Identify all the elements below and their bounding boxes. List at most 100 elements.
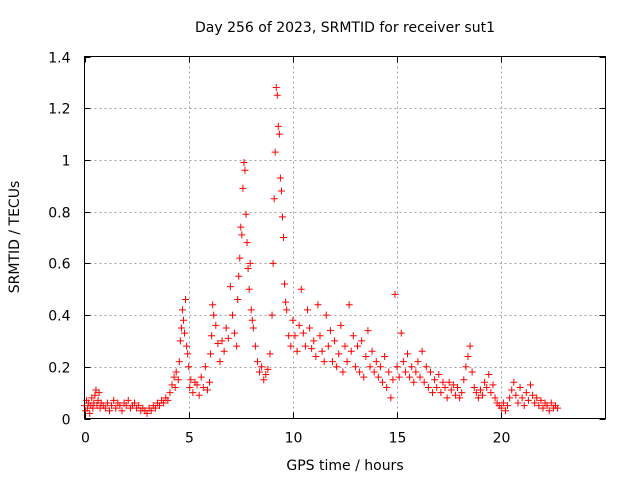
data-point xyxy=(481,378,489,386)
data-point xyxy=(187,376,195,384)
data-point xyxy=(435,371,443,379)
data-point xyxy=(328,358,336,366)
data-point xyxy=(366,363,374,371)
data-point xyxy=(175,358,183,366)
data-point xyxy=(479,391,487,399)
data-point xyxy=(451,391,459,399)
data-point xyxy=(295,321,303,329)
data-point xyxy=(497,404,505,412)
data-point xyxy=(445,378,453,386)
data-point xyxy=(547,399,555,407)
data-point xyxy=(208,332,216,340)
data-point xyxy=(233,342,241,350)
data-point xyxy=(177,324,185,332)
data-point xyxy=(474,394,482,402)
data-point xyxy=(326,327,334,335)
axis-ticks xyxy=(84,56,606,420)
data-point xyxy=(447,386,455,394)
data-point xyxy=(429,389,437,397)
data-point xyxy=(426,368,434,376)
y-tick-label: 1.2 xyxy=(48,102,70,118)
data-point xyxy=(449,381,457,389)
y-axis-label: SRMTID / TECUs xyxy=(7,181,23,294)
data-point xyxy=(282,298,290,306)
data-point xyxy=(195,391,203,399)
data-point xyxy=(281,280,289,288)
data-point xyxy=(248,316,256,324)
data-point xyxy=(118,407,126,415)
x-axis-label: GPS time / hours xyxy=(286,458,403,474)
data-point xyxy=(301,342,309,350)
data-point xyxy=(379,378,387,386)
data-point xyxy=(458,389,466,397)
data-point xyxy=(460,376,468,384)
data-point xyxy=(462,363,470,371)
data-point xyxy=(374,373,382,381)
data-point xyxy=(312,352,320,360)
data-point xyxy=(285,332,293,340)
data-point xyxy=(189,389,197,397)
y-tick-label: 0.6 xyxy=(48,257,70,273)
data-point xyxy=(143,409,151,417)
data-point xyxy=(406,373,414,381)
data-point xyxy=(226,283,234,291)
data-point xyxy=(372,358,380,366)
data-point xyxy=(464,352,472,360)
data-point xyxy=(243,239,251,247)
data-point xyxy=(514,399,522,407)
data-point xyxy=(331,337,339,345)
data-point xyxy=(216,358,224,366)
data-point xyxy=(110,396,118,404)
data-point xyxy=(439,378,447,386)
data-point xyxy=(370,368,378,376)
y-tick-label: 0.4 xyxy=(48,309,70,325)
data-point xyxy=(347,347,355,355)
y-tick-label: 0.8 xyxy=(48,206,70,222)
data-point xyxy=(244,265,252,273)
data-point xyxy=(337,321,345,329)
data-point xyxy=(276,174,284,182)
data-point xyxy=(95,389,103,397)
data-point xyxy=(174,376,182,384)
data-point xyxy=(262,371,270,379)
data-point xyxy=(193,381,201,389)
data-point xyxy=(408,363,416,371)
data-point xyxy=(199,383,207,391)
data-point xyxy=(293,347,301,355)
data-point xyxy=(234,296,242,304)
data-point xyxy=(399,358,407,366)
data-point xyxy=(483,383,491,391)
data-point xyxy=(260,376,268,384)
data-point xyxy=(245,285,253,293)
data-point xyxy=(468,368,476,376)
data-point xyxy=(116,402,124,410)
data-point xyxy=(518,394,526,402)
data-point xyxy=(395,373,403,381)
data-point xyxy=(220,347,228,355)
data-point xyxy=(218,337,226,345)
x-tick-label: 10 xyxy=(285,431,303,447)
data-point xyxy=(179,316,187,324)
data-point xyxy=(89,404,97,412)
data-point xyxy=(508,386,516,394)
y-tick-label: 0.2 xyxy=(48,361,70,377)
data-point xyxy=(86,409,94,417)
data-point xyxy=(289,316,297,324)
data-point xyxy=(186,383,194,391)
data-point xyxy=(206,378,214,386)
data-point xyxy=(485,371,493,379)
data-point xyxy=(147,407,155,415)
data-point xyxy=(351,363,359,371)
data-point xyxy=(185,363,193,371)
data-point xyxy=(277,187,285,195)
data-point xyxy=(472,389,480,397)
data-point xyxy=(103,399,111,407)
data-point xyxy=(526,381,534,389)
data-point xyxy=(531,399,539,407)
data-point xyxy=(364,327,372,335)
data-point xyxy=(238,231,246,239)
data-point xyxy=(424,383,432,391)
data-point xyxy=(489,381,497,389)
data-point xyxy=(124,396,132,404)
